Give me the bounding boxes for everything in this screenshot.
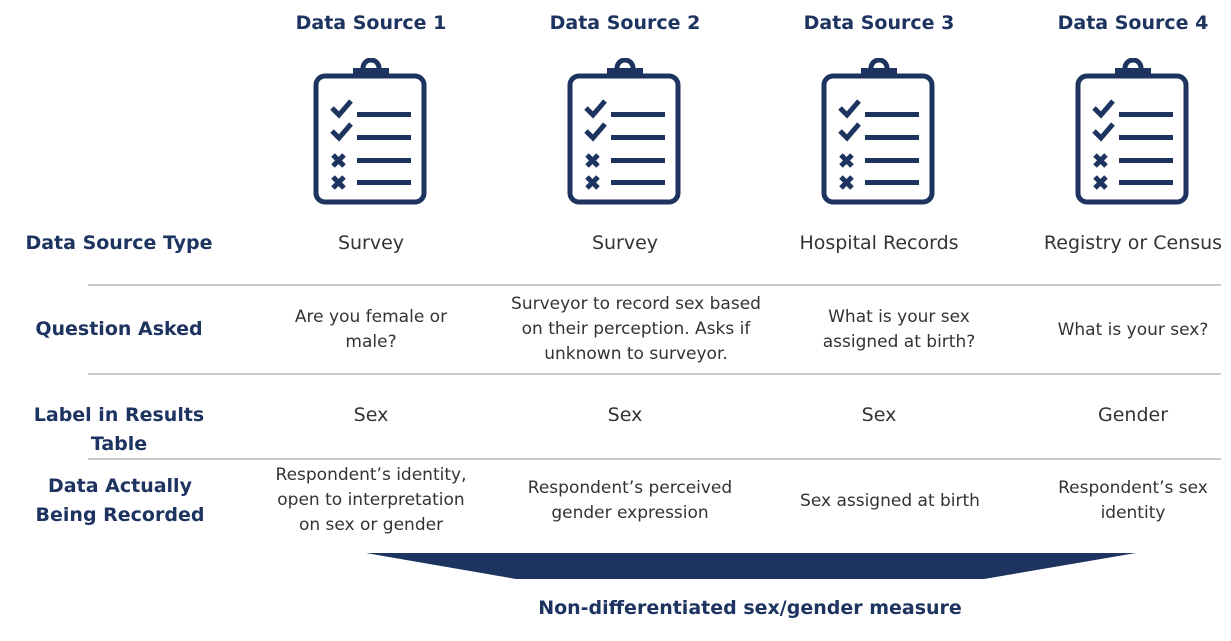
cell-type-4: Registry or Census bbox=[1043, 232, 1223, 254]
cell-label-4: Gender bbox=[1097, 404, 1169, 426]
cell-label-1: Sex bbox=[353, 404, 389, 426]
clipboard-checklist-icon bbox=[313, 58, 427, 205]
row-divider bbox=[88, 373, 1221, 375]
clipboard-checklist-icon bbox=[821, 58, 935, 205]
cell-question-3: What is your sex assigned at birth? bbox=[822, 307, 976, 352]
cell-recorded-4: Respondent’s sex identity bbox=[1058, 478, 1208, 523]
column-title-1: Data Source 1 bbox=[295, 12, 447, 34]
cell-recorded-1: Respondent’s identity, open to interpret… bbox=[275, 465, 467, 535]
row-divider bbox=[88, 284, 1221, 286]
cell-question-4: What is your sex? bbox=[1057, 320, 1209, 340]
cell-recorded-3: Sex assigned at birth bbox=[800, 491, 980, 511]
cell-type-2: Survey bbox=[591, 232, 659, 254]
column-title-2: Data Source 2 bbox=[549, 12, 701, 34]
cell-type-1: Survey bbox=[337, 232, 405, 254]
cell-recorded-2: Respondent’s perceived gender expression bbox=[527, 478, 733, 523]
cell-question-2: Surveyor to record sex based on their pe… bbox=[511, 294, 761, 364]
column-title-4: Data Source 4 bbox=[1057, 12, 1209, 34]
summary-label: Non-differentiated sex/gender measure bbox=[538, 597, 962, 619]
row-label-label: Label in Results Table bbox=[33, 404, 205, 455]
row-label-type: Data Source Type bbox=[25, 232, 213, 254]
cell-question-1: Are you female or male? bbox=[294, 307, 448, 352]
clipboard-checklist-icon bbox=[1075, 58, 1189, 205]
column-title-3: Data Source 3 bbox=[803, 12, 955, 34]
funnel-arrow-shape bbox=[366, 553, 1136, 579]
clipboard-checklist-icon bbox=[567, 58, 681, 205]
row-label-recorded: Data Actually Being Recorded bbox=[35, 475, 205, 526]
cell-type-3: Hospital Records bbox=[799, 232, 959, 254]
row-label-question: Question Asked bbox=[35, 318, 203, 340]
cell-label-2: Sex bbox=[607, 404, 643, 426]
row-divider bbox=[88, 458, 1221, 460]
cell-label-3: Sex bbox=[861, 404, 897, 426]
